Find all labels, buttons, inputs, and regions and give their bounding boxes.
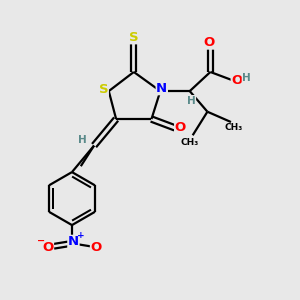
Text: O: O [203, 36, 214, 49]
Text: S: S [99, 83, 108, 96]
Text: N: N [68, 236, 79, 248]
Text: O: O [91, 241, 102, 254]
Text: O: O [231, 74, 242, 87]
Text: H: H [79, 135, 87, 145]
Text: H: H [187, 95, 196, 106]
Text: −: − [37, 236, 45, 245]
Text: O: O [42, 241, 53, 254]
Text: CH₃: CH₃ [225, 123, 243, 132]
Text: N: N [156, 82, 167, 95]
Text: +: + [77, 232, 85, 241]
Text: H: H [242, 74, 251, 83]
Text: CH₃: CH₃ [181, 138, 199, 147]
Text: O: O [175, 122, 186, 134]
Text: S: S [129, 31, 139, 44]
